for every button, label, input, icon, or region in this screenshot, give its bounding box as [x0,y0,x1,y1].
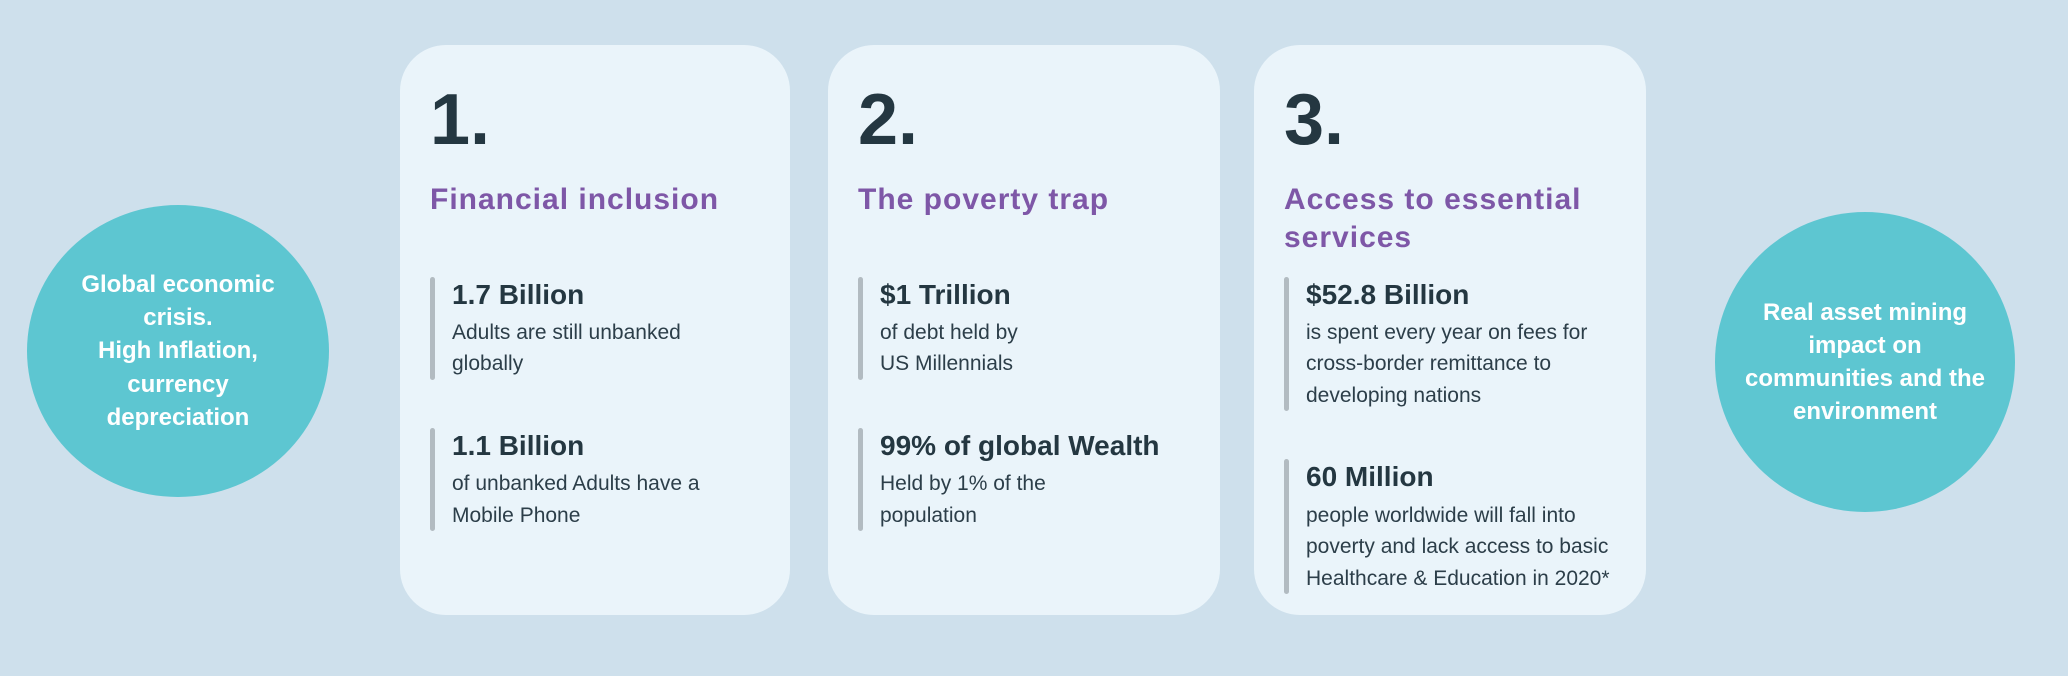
stat-headline: $1 Trillion [880,278,1011,310]
stat-accent-bar [858,427,863,532]
stat-item: $1 Trillion of debt held by US Millennia… [858,276,1196,380]
stat-accent-bar [430,427,435,532]
stat-accent-bar [430,276,435,380]
card-essential-services: 3. Access to essential services $52.8 Bi… [1254,45,1646,615]
stat-item: 1.7 Billion Adults are still unbanked gl… [430,276,766,380]
stat-description: is spent every year on fees for cross-bo… [1306,320,1588,407]
card-number-2: 2. [858,80,919,160]
stat-headline: 60 Million [1306,461,1434,493]
stats-list: $1 Trillion of debt held by US Millennia… [858,276,1196,532]
stat-description: of unbanked Adults have a Mobile Phone [452,472,700,527]
stat-item: 99% of global Wealth Held by 1% of the p… [858,427,1196,532]
stat-accent-bar [858,276,863,380]
card-number-1: 1. [430,80,491,160]
stats-list: 1.7 Billion Adults are still unbanked gl… [430,276,766,532]
stat-headline: 99% of global Wealth [880,429,1160,461]
card-number-3: 3. [1284,80,1345,160]
stat-description: of debt held by US Millennials [880,320,1018,376]
card-title-financial-inclusion: Financial inclusion [430,182,720,216]
economic-crisis-bubble: Global economic crisis. High Inflation, … [27,205,329,497]
stat-headline: 1.7 Billion [452,278,585,310]
stat-item: 1.1 Billion of unbanked Adults have a Mo… [430,427,766,532]
economic-crisis-bubble-text: Global economic crisis. High Inflation, … [81,271,275,431]
stat-description: Adults are still unbanked globally [452,320,681,376]
stats-list: $52.8 Billion is spent every year on fee… [1284,276,1622,595]
stat-item: 60 Million people worldwide will fall in… [1284,459,1622,595]
card-title-poverty-trap: The poverty trap [858,182,1110,216]
stat-item: $52.8 Billion is spent every year on fee… [1284,276,1622,412]
mining-impact-bubble-text: Real asset mining impact on communities … [1744,298,1986,426]
stat-description: Held by 1% of the population [880,472,1046,527]
stat-accent-bar [1284,276,1289,412]
stat-headline: 1.1 Billion [452,429,585,461]
stat-headline: $52.8 Billion [1306,278,1470,310]
card-poverty-trap: 2. The poverty trap $1 Trillion of debt … [828,45,1220,615]
stat-description: people worldwide will fall into poverty … [1306,503,1610,590]
mining-impact-bubble: Real asset mining impact on communities … [1715,212,2015,512]
card-financial-inclusion: 1. Financial inclusion 1.7 Billion Adult… [400,45,790,615]
card-title-essential-services: Access to essential services [1284,182,1582,254]
stat-accent-bar [1284,459,1289,595]
